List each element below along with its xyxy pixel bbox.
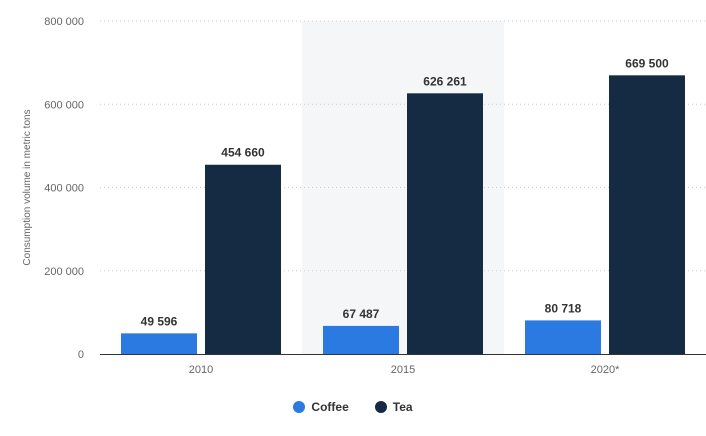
bar-coffee[interactable]: [121, 333, 197, 354]
data-label-coffee: 67 487: [343, 307, 380, 321]
data-label-tea: 669 500: [625, 56, 669, 70]
data-label-coffee: 49 596: [141, 314, 178, 328]
data-label-coffee: 80 718: [545, 301, 582, 315]
data-label-tea: 454 660: [221, 146, 265, 160]
x-tick-label: 2020*: [591, 364, 620, 376]
bar-tea[interactable]: [407, 93, 483, 355]
y-tick-label: 200 000: [44, 266, 84, 278]
y-tick-label: 800 000: [44, 16, 84, 28]
legend-marker-tea: [374, 401, 387, 413]
legend-item-tea[interactable]: Tea: [374, 400, 413, 414]
legend-item-coffee[interactable]: Coffee: [293, 400, 349, 414]
legend-marker-coffee: [293, 401, 306, 413]
bar-coffee[interactable]: [525, 320, 601, 354]
y-axis-title: Consumption volume in metric tons: [22, 109, 33, 265]
bar-tea[interactable]: [609, 75, 685, 355]
x-tick-label: 2010: [189, 364, 213, 376]
bar-tea[interactable]: [205, 164, 281, 354]
legend-label-tea: Tea: [392, 400, 413, 414]
y-tick-label: 600 000: [44, 99, 84, 111]
data-label-tea: 626 261: [423, 74, 467, 88]
legend-label-coffee: Coffee: [311, 400, 349, 414]
y-tick-label: 0: [78, 349, 84, 361]
legend: Coffee Tea: [0, 400, 706, 414]
y-tick-label: 400 000: [44, 183, 84, 195]
bar-coffee[interactable]: [323, 325, 399, 354]
x-tick-label: 2015: [391, 364, 415, 376]
